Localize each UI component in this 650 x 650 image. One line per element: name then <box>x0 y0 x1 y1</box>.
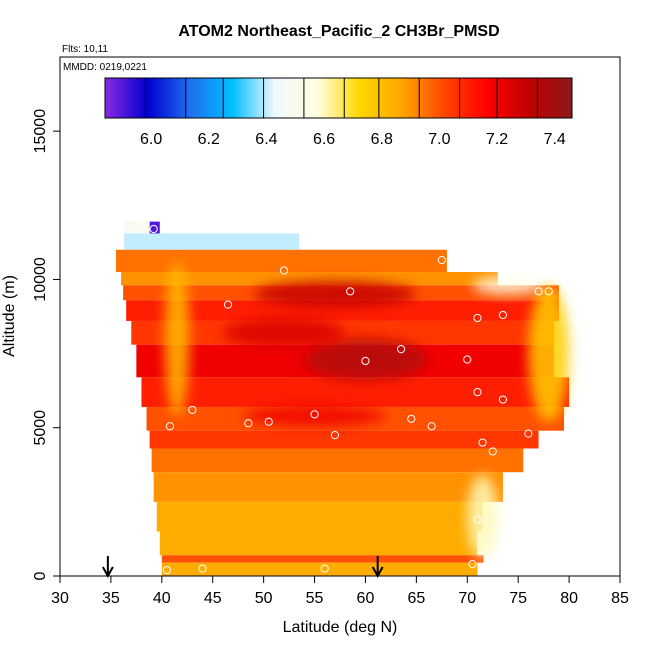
axes: 30 35 40 45 50 55 60 65 70 75 80 85 0 5000 10000 15000 <box>32 109 629 607</box>
observation-point <box>330 431 340 440</box>
heatmap-cell <box>153 472 503 502</box>
observation-point <box>310 410 319 419</box>
heatmap-cell <box>124 221 150 234</box>
heatmap-cell <box>141 377 570 407</box>
y-tick-label: 5000 <box>32 410 49 446</box>
x-tick-label: 85 <box>611 590 629 607</box>
heatmap-region <box>304 338 427 381</box>
y-tick-label: 15000 <box>32 109 49 154</box>
observation-point <box>346 287 355 296</box>
y-tick-label: 0 <box>32 571 49 580</box>
observation-point <box>498 310 508 320</box>
colorbar-tick-label: 7.0 <box>428 131 450 148</box>
observation-point <box>473 388 482 397</box>
x-tick-label: 50 <box>255 590 273 607</box>
colorbar-tick-label: 6.4 <box>255 131 277 148</box>
heatmap-cell <box>116 249 447 273</box>
observation-point <box>407 414 416 423</box>
x-tick-label: 40 <box>153 590 171 607</box>
observation-point <box>188 405 197 415</box>
heatmap-cell <box>121 272 498 286</box>
x-tick-label: 75 <box>509 590 527 607</box>
observation-point <box>473 515 482 524</box>
heatmap-cell <box>156 501 483 532</box>
x-tick-label: 70 <box>458 590 476 607</box>
observation-point <box>544 287 553 296</box>
colorbar-tick-label: 6.0 <box>140 131 162 148</box>
plot-frame <box>59 56 621 577</box>
heatmap-cell <box>161 562 478 576</box>
x-tick-label: 80 <box>560 590 578 607</box>
heatmap-region <box>243 405 386 427</box>
x-tick-label: 60 <box>357 590 375 607</box>
y-axis-label: Altitude (m) <box>1 275 18 357</box>
x-tick-label: 30 <box>51 590 69 607</box>
heatmap-cell <box>126 300 559 321</box>
observation-point <box>223 300 233 309</box>
y-tick-label: 10000 <box>32 257 49 302</box>
heatmap-cell <box>151 448 524 473</box>
heatmap-region <box>467 475 498 559</box>
observation-point <box>137 221 146 231</box>
x-tick-label: 55 <box>306 590 324 607</box>
heatmap-cell <box>149 221 160 234</box>
observation-point <box>468 560 477 569</box>
observation-point <box>463 355 472 364</box>
colorbar-tick-label: 6.2 <box>198 131 220 148</box>
plot-area <box>101 221 570 579</box>
observation-point <box>264 417 273 426</box>
observation-point <box>162 565 172 575</box>
x-tick-label: 35 <box>102 590 120 607</box>
observation-point <box>427 422 436 431</box>
flights-label: Flts: 10,11 <box>62 44 108 55</box>
colorbar-tick-label: 7.4 <box>544 131 566 148</box>
observation-point <box>534 287 543 296</box>
heatmap-cell <box>124 233 300 250</box>
colorbar-body <box>104 77 573 119</box>
observation-point <box>361 356 370 366</box>
heatmap-region <box>164 261 190 416</box>
observation-point <box>165 422 175 431</box>
observation-point <box>473 313 482 323</box>
observation-point <box>149 224 158 234</box>
colorbar: 6.0 6.2 6.4 6.6 6.8 7.0 7.2 7.4 <box>104 77 573 148</box>
heatmap-region <box>528 285 570 422</box>
heatmap-region <box>253 280 417 308</box>
observation-point <box>501 276 511 286</box>
heatmap-cell <box>149 430 539 449</box>
heatmap-cell <box>161 555 484 563</box>
observation-point <box>244 419 253 428</box>
observation-point <box>488 447 497 456</box>
heatmap-cell <box>159 531 478 556</box>
colorbar-tick-label: 7.2 <box>486 131 508 148</box>
observation-point <box>279 266 289 275</box>
colorbar-tick-label: 6.8 <box>371 131 393 148</box>
observation-point <box>396 345 406 354</box>
x-axis-label: Latitude (deg N) <box>283 619 398 636</box>
dates-label: MMDD: 0219,0221 <box>63 62 147 73</box>
observation-point <box>498 395 508 404</box>
observation-point <box>198 564 207 573</box>
heatmap-region <box>472 276 544 295</box>
dates-label-background <box>61 60 141 73</box>
observation-point <box>478 438 487 447</box>
colorbar-tick-label: 6.6 <box>313 131 335 148</box>
x-tick-label: 45 <box>204 590 222 607</box>
heatmap-region <box>222 317 346 348</box>
observation-point <box>524 429 533 438</box>
observation-point <box>320 564 329 573</box>
x-tick-label: 65 <box>407 590 425 607</box>
chart-title: ATOM2 Northeast_Pacific_2 CH3Br_PMSD <box>178 23 499 40</box>
observation-point <box>437 256 446 265</box>
